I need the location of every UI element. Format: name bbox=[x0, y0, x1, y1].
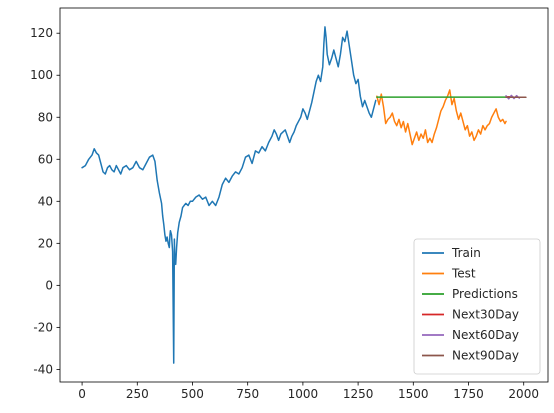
legend: Train Test Predictions Next30Day Next60Day Ne… bbox=[413, 238, 541, 375]
legend-label: Next60Day bbox=[452, 328, 519, 342]
x-axis-ticks: 0 250 500 750 1000 1250 1500 1750 2000 bbox=[78, 382, 539, 401]
x-tick-label: 500 bbox=[181, 387, 204, 401]
plot-frame bbox=[59, 7, 549, 383]
x-tick-label: 1750 bbox=[453, 387, 484, 401]
series-line-test bbox=[376, 89, 507, 146]
legend-label: Predictions bbox=[452, 287, 518, 301]
x-tick-label: 1250 bbox=[343, 387, 374, 401]
x-tick-label: 250 bbox=[126, 387, 149, 401]
legend-label: Train bbox=[451, 246, 481, 260]
x-tick-label: 0 bbox=[78, 387, 86, 401]
x-tick-label: 750 bbox=[236, 387, 259, 401]
y-axis-ticks: -40 -20 0 20 40 60 80 100 120 bbox=[30, 26, 60, 376]
y-tick-label: 60 bbox=[38, 152, 53, 166]
legend-label: Next30Day bbox=[452, 308, 519, 322]
y-tick-label: 100 bbox=[30, 68, 53, 82]
y-tick-label: 20 bbox=[38, 236, 53, 250]
series-line-train bbox=[81, 26, 377, 364]
legend-label: Next90Day bbox=[452, 349, 519, 363]
series-layer bbox=[81, 26, 527, 364]
y-tick-label: -20 bbox=[33, 320, 53, 334]
y-tick-label: -40 bbox=[33, 362, 53, 376]
legend-label: Test bbox=[451, 267, 476, 281]
y-tick-label: 0 bbox=[45, 278, 53, 292]
y-tick-label: 120 bbox=[30, 26, 53, 40]
y-tick-label: 40 bbox=[38, 194, 53, 208]
x-tick-label: 2000 bbox=[508, 387, 539, 401]
x-tick-label: 1000 bbox=[288, 387, 319, 401]
x-tick-label: 1500 bbox=[398, 387, 429, 401]
y-tick-label: 80 bbox=[38, 110, 53, 124]
legend-box bbox=[413, 238, 541, 375]
